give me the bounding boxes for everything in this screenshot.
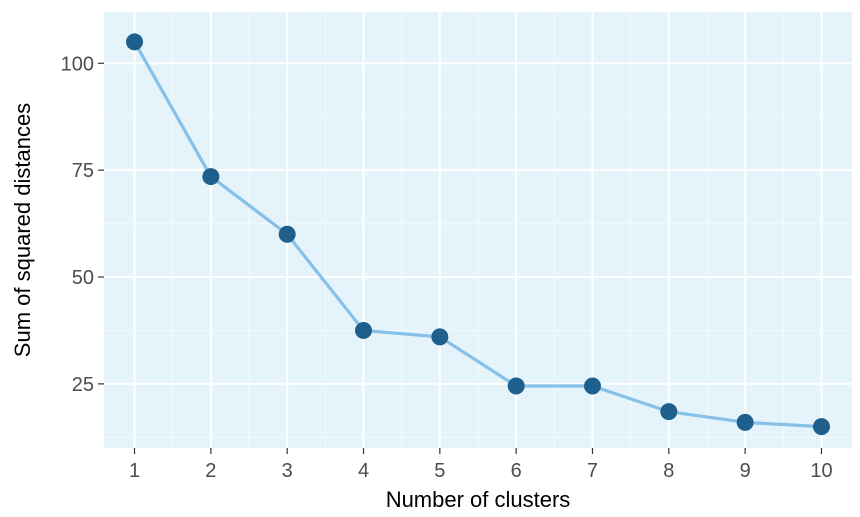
x-axis-title: Number of clusters (386, 487, 571, 512)
x-tick-label: 6 (511, 460, 522, 482)
y-tick-label: 75 (72, 160, 94, 182)
x-tick-label: 8 (663, 460, 674, 482)
x-tick-label: 4 (358, 460, 369, 482)
data-point (202, 168, 220, 186)
major-gridlines (104, 12, 852, 448)
data-point (583, 377, 601, 395)
data-point (660, 403, 678, 421)
minor-gridlines (104, 12, 852, 448)
x-tick-label: 9 (740, 460, 751, 482)
data-point (431, 328, 449, 346)
x-tick-label: 10 (810, 460, 832, 482)
data-point (507, 377, 525, 395)
y-tick-label: 50 (72, 267, 94, 289)
x-tick-label: 7 (587, 460, 598, 482)
data-point (812, 418, 830, 436)
y-axis-ticks: 25 50 75 100 (61, 53, 104, 396)
data-point (126, 33, 144, 51)
data-point (278, 225, 296, 243)
y-tick-label: 25 (72, 374, 94, 396)
series-line (132, 40, 824, 429)
y-axis-title: Sum of squared distances (10, 103, 35, 357)
x-tick-label: 2 (205, 460, 216, 482)
series-layer (126, 33, 830, 436)
y-tick-label: 100 (61, 53, 94, 75)
data-point (736, 413, 754, 431)
x-tick-label: 5 (434, 460, 445, 482)
x-axis-ticks: 1 2 3 4 5 6 7 8 9 10 (129, 448, 833, 482)
data-point (355, 321, 373, 339)
x-tick-label: 1 (129, 460, 140, 482)
x-tick-label: 3 (282, 460, 293, 482)
